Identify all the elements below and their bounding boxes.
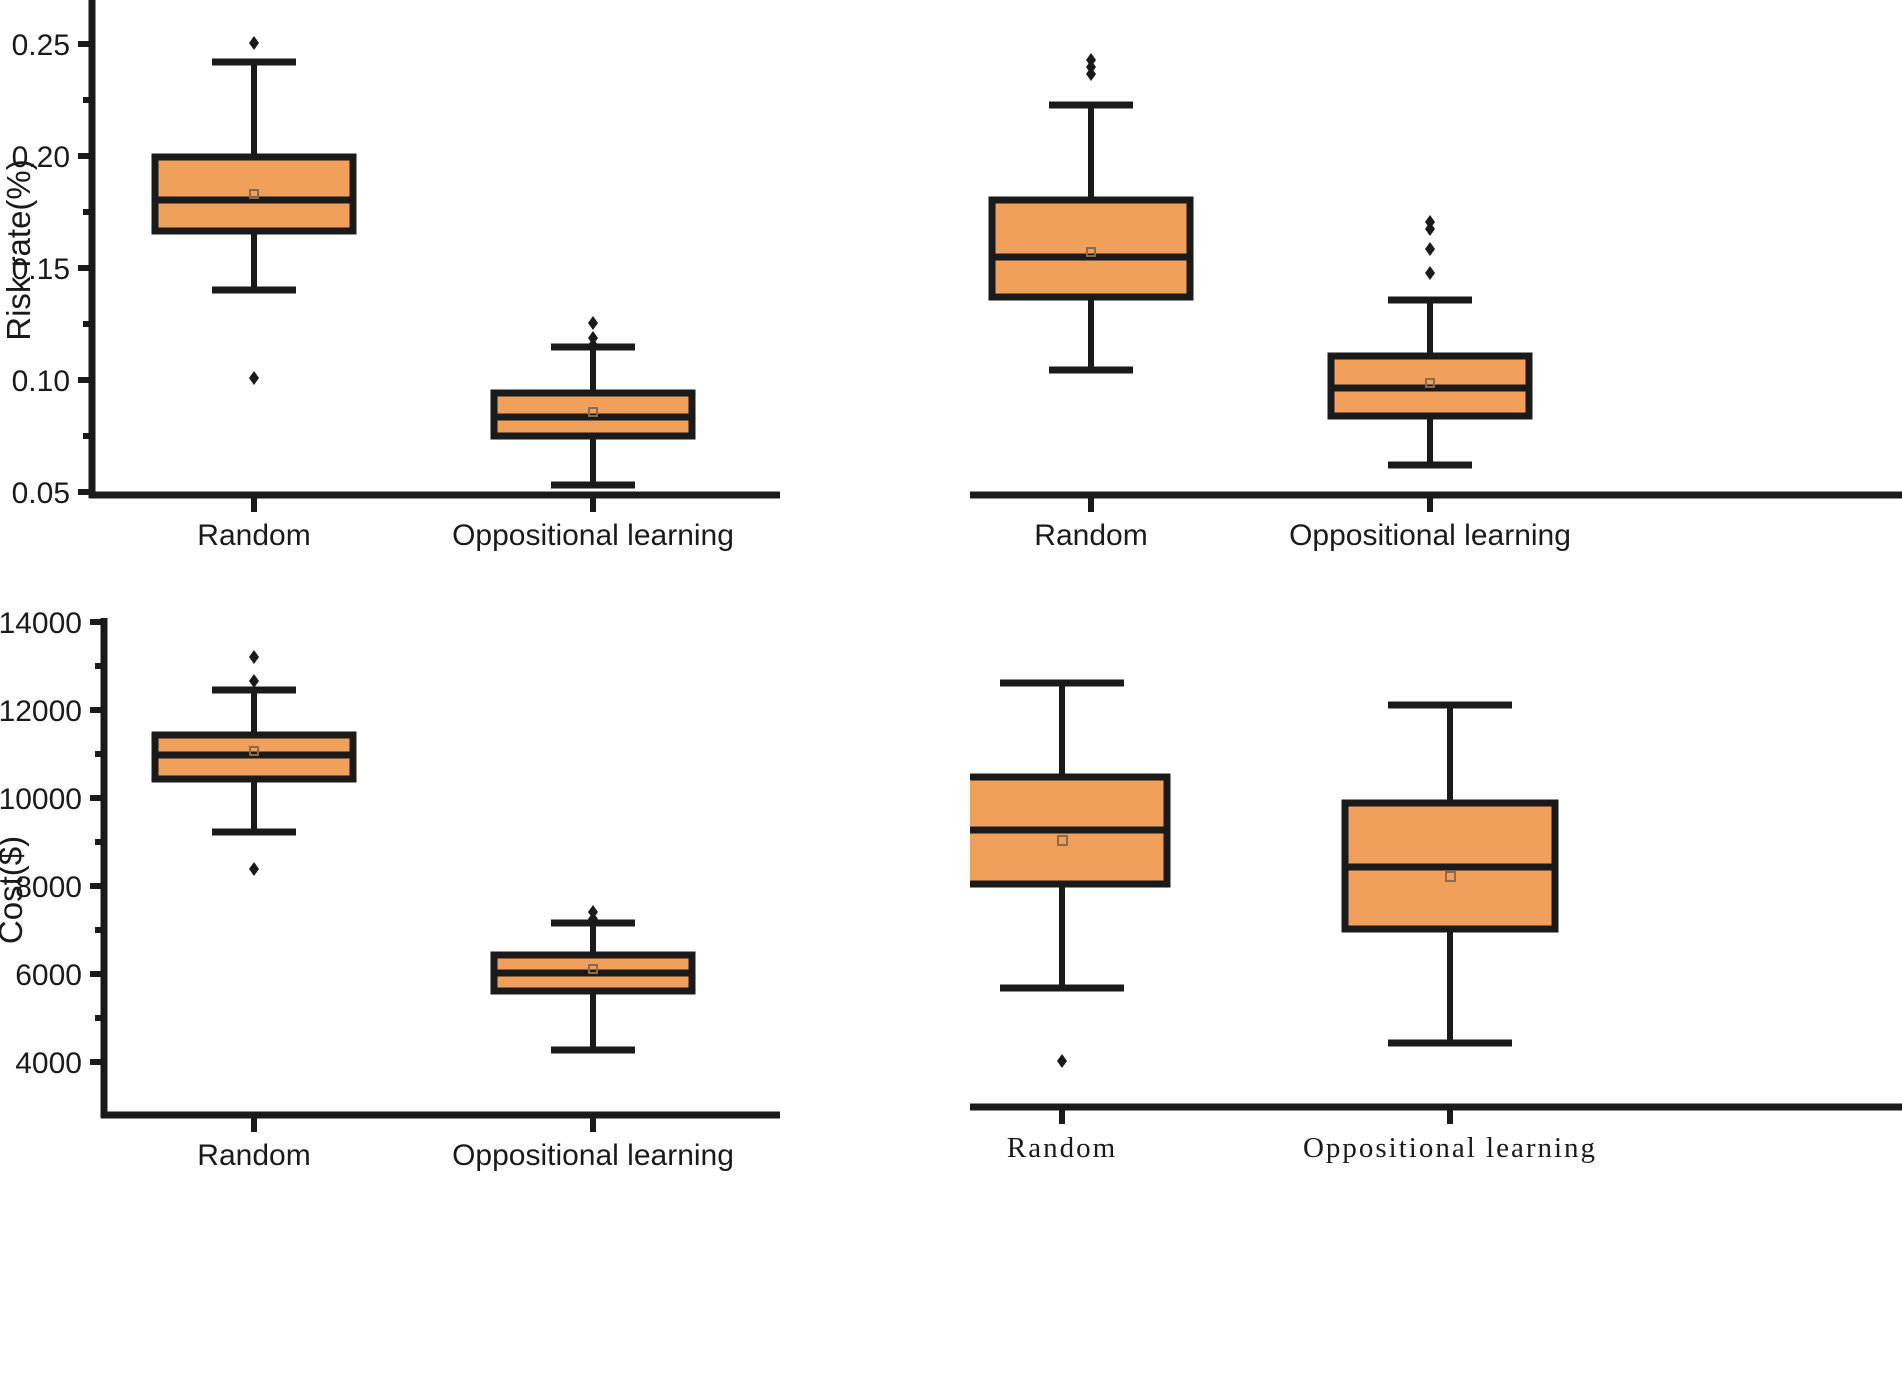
x-tick-label-oppositional: Oppositional learning (452, 519, 734, 552)
outlier-point (249, 862, 259, 876)
y-axis-title: Risk rate(%) (0, 159, 37, 341)
outlier-point (249, 674, 259, 688)
outlier-point (1425, 222, 1435, 236)
x-tick-labels: Random Oppositional learning (197, 1139, 734, 1172)
x-tick-label-oppositional: Oppositional learning (452, 1139, 734, 1172)
box-random[interactable] (988, 53, 1194, 374)
y-tick-label: 4000 (15, 1047, 82, 1080)
y-tick-labels: 0.25 0.20 0.15 0.10 0.05 (12, 29, 70, 510)
box-random[interactable] (151, 36, 357, 385)
box-random[interactable] (970, 679, 1171, 1068)
panel-cost: 14000 12000 10000 8000 6000 4000 Cost($) (0, 600, 780, 1200)
mean-marker (1425, 378, 1435, 388)
x-ticks (251, 1115, 596, 1132)
mean-marker (588, 407, 598, 417)
x-tick-label-random: Random (197, 519, 310, 552)
x-ticks (1088, 495, 1433, 512)
y-tick-label: 8000 (15, 871, 82, 904)
outlier-point (1425, 242, 1435, 256)
y-tick-label: 6000 (15, 959, 82, 992)
y-tick-label: 0.10 (12, 365, 70, 398)
x-tick-label-random: Random (1007, 1132, 1117, 1164)
box-oppositional-learning[interactable] (1341, 701, 1559, 1047)
outlier-point (588, 338, 598, 352)
x-tick-label-random: Random (197, 1139, 310, 1172)
y-tick-label: 0.15 (12, 253, 70, 286)
outlier-point (588, 316, 598, 330)
box-oppositional-learning[interactable] (490, 316, 696, 489)
x-tick-label-oppositional: Oppositional learning (1289, 519, 1571, 552)
outlier-point (249, 36, 259, 50)
y-major-ticks (78, 41, 92, 495)
mean-marker (588, 964, 598, 974)
y-tick-label: 10000 (0, 783, 82, 816)
y-tick-label: 14000 (0, 607, 82, 640)
x-ticks (1059, 1107, 1453, 1124)
box-oppositional-learning[interactable] (1327, 215, 1533, 469)
y-tick-label: 12000 (0, 695, 82, 728)
panel-resource-utilization: 0. 30 0. 28 0. 26 0. 24 0. 22 0. 20 0. 1… (970, 600, 1902, 1200)
mean-marker (249, 746, 259, 756)
outlier-point (1086, 67, 1096, 81)
resource-utilization-plot: 0. 30 0. 28 0. 26 0. 24 0. 22 0. 20 0. 1… (970, 679, 1902, 1164)
risk-rate-plot: 0.25 0.20 0.15 0.10 0.05 Risk rate(%) (0, 0, 780, 552)
x-tick-labels: Random Oppositional learning (1007, 1132, 1597, 1164)
y-axis-title: Cost($) (0, 836, 29, 944)
mean-marker (1445, 871, 1456, 882)
outlier-point (249, 371, 259, 385)
outlier-point (1425, 266, 1435, 280)
mean-marker (249, 189, 259, 199)
completion-time-plot: 2000 1800 1600 1400 1200 1000 800 600 40… (970, 53, 1902, 552)
x-tick-labels: Random Oppositional learning (197, 519, 734, 552)
y-tick-label: 0.05 (12, 477, 70, 510)
mean-marker (1057, 835, 1068, 846)
x-tick-label-random: Random (1034, 519, 1147, 552)
x-tick-labels: Random Oppositional learning (1034, 519, 1571, 552)
y-minor-ticks (95, 663, 104, 1021)
y-minor-ticks (83, 97, 92, 439)
outlier-point (588, 912, 598, 926)
x-ticks (251, 495, 596, 512)
outlier-point (249, 650, 259, 664)
y-tick-label: 0.25 (12, 29, 70, 62)
x-tick-label-oppositional: Oppositional learning (1303, 1132, 1597, 1164)
y-tick-labels: 14000 12000 10000 8000 6000 4000 (0, 607, 82, 1080)
mean-marker (1086, 247, 1096, 257)
box-oppositional-learning[interactable] (490, 905, 696, 1054)
outlier-point (1057, 1054, 1067, 1068)
box-random[interactable] (151, 650, 357, 876)
cost-plot: 14000 12000 10000 8000 6000 4000 Cost($) (0, 607, 780, 1172)
y-tick-label: 0.20 (12, 141, 70, 174)
panel-completion-time: 2000 1800 1600 1400 1200 1000 800 600 40… (970, 0, 1902, 560)
panel-risk-rate: 0.25 0.20 0.15 0.10 0.05 Risk rate(%) (0, 0, 780, 560)
y-major-ticks (90, 619, 104, 1065)
